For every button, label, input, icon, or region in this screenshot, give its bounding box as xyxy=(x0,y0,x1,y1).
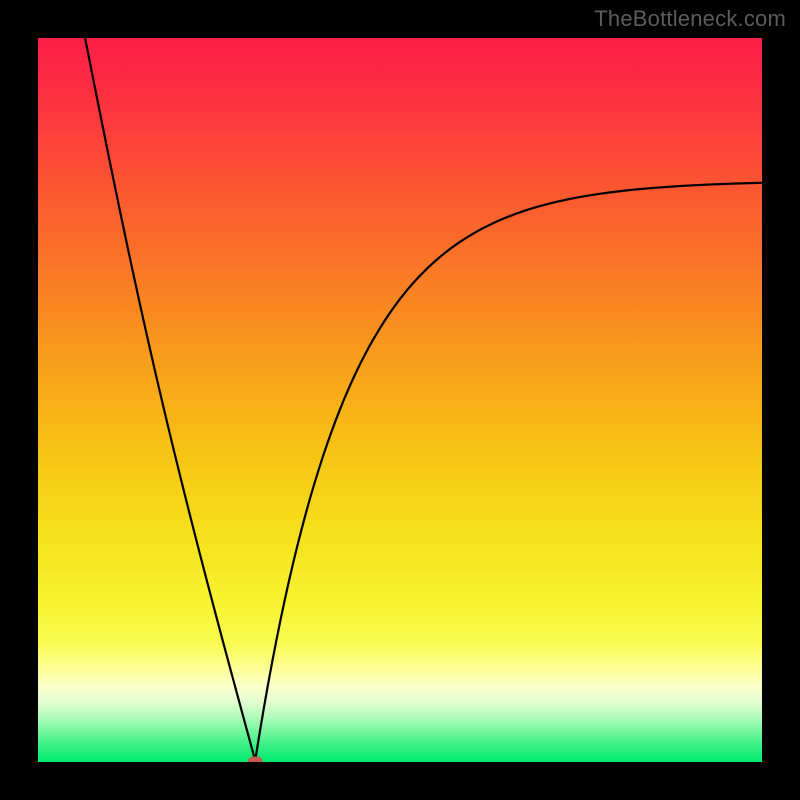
bottleneck-curve xyxy=(85,38,762,761)
plot-svg xyxy=(38,38,762,762)
watermark-text: TheBottleneck.com xyxy=(594,6,786,32)
minimum-marker xyxy=(248,757,262,762)
plot-area xyxy=(38,38,762,762)
